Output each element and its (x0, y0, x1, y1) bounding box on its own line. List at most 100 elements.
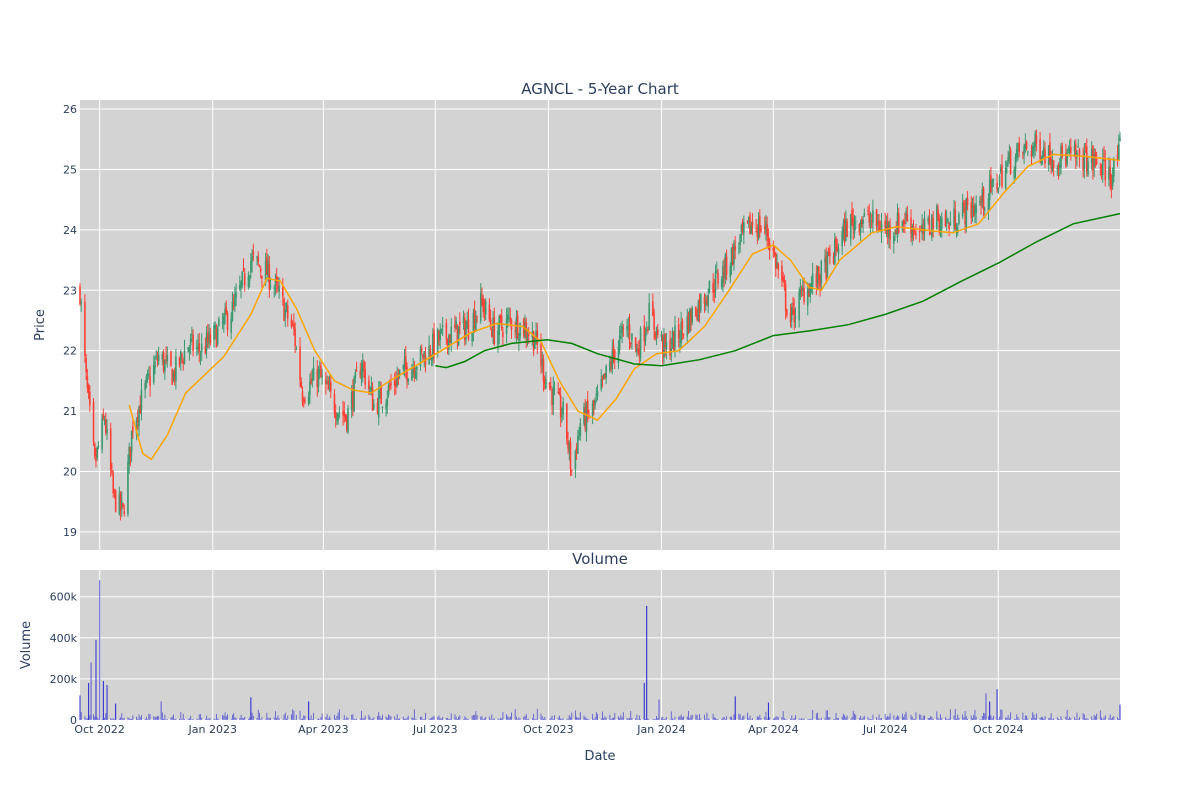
candle-up (386, 398, 389, 406)
candle-down (852, 217, 855, 230)
candle-down (397, 376, 400, 378)
candle-down (825, 255, 827, 280)
price-y-tick-label: 26 (63, 103, 77, 116)
candle-down (327, 381, 330, 390)
candle-up (869, 220, 872, 226)
candle-down (122, 503, 124, 507)
candle-down (343, 412, 346, 416)
candle-down (165, 356, 167, 358)
candle-up (328, 385, 331, 389)
candle-up (568, 442, 571, 452)
candle-up (379, 388, 381, 390)
candle-up (1108, 166, 1110, 179)
candle-down (438, 331, 440, 342)
candle-up (164, 359, 166, 372)
candle-up (218, 318, 220, 326)
candle-up (336, 418, 338, 421)
date-x-tick-label: Oct 2024 (973, 723, 1024, 736)
candle-down (1061, 145, 1064, 157)
candle-down (1009, 150, 1012, 174)
candle-down (482, 298, 485, 313)
candle-up (103, 419, 106, 421)
candle-down (454, 324, 456, 328)
candle-down (687, 313, 690, 333)
candle-up (816, 265, 819, 284)
candle-up (387, 384, 390, 395)
candle-up (189, 338, 192, 346)
candle-down (751, 221, 754, 227)
price-y-tick-label: 24 (63, 224, 77, 237)
candle-down (162, 352, 165, 371)
candle-down (725, 256, 728, 275)
price-plot-area[interactable] (80, 100, 1120, 550)
candle-down (111, 470, 113, 473)
candle-down (759, 215, 761, 234)
candle-up (224, 309, 226, 316)
candle-down (173, 370, 176, 381)
candle-down (393, 380, 396, 386)
candle-down (499, 315, 502, 319)
candle-down (380, 386, 382, 404)
candle-up (757, 218, 760, 239)
candle-down (867, 210, 869, 212)
candle-down (345, 415, 348, 430)
candle-up (130, 430, 133, 453)
candle-up (945, 219, 948, 223)
date-x-tick-label: Apr 2024 (748, 723, 799, 736)
candle-up (991, 180, 993, 188)
candle-up (1060, 145, 1062, 168)
candle-down (938, 218, 941, 233)
candle-down (320, 365, 322, 378)
candle-down (473, 309, 476, 329)
candle-down (459, 321, 461, 326)
candle-down (612, 345, 615, 355)
candle-up (183, 350, 186, 364)
candle-down (86, 376, 89, 388)
candle-down (601, 376, 604, 380)
candle-down (932, 217, 934, 229)
candle-down (102, 414, 105, 419)
candle-up (715, 270, 718, 273)
candle-down (861, 219, 863, 225)
candle-down (800, 288, 803, 291)
candle-down (406, 366, 408, 381)
candle-down (964, 206, 966, 225)
candle-down (713, 289, 716, 293)
candle-down (316, 369, 319, 388)
candle-down (540, 343, 542, 367)
candle-down (1116, 154, 1119, 161)
candle-up (256, 256, 258, 258)
candle-up (901, 220, 904, 231)
date-x-tick-label: Jan 2023 (188, 723, 237, 736)
candle-down (119, 492, 122, 511)
candle-up (369, 387, 371, 393)
candle-up (697, 301, 700, 321)
candle-down (301, 391, 304, 403)
candle-up (398, 369, 401, 376)
candle-up (1093, 154, 1095, 167)
candle-down (878, 221, 880, 231)
candle-up (940, 217, 943, 230)
volume-plot-area[interactable] (80, 570, 1120, 720)
candle-up (396, 376, 398, 386)
candle-down (827, 248, 830, 253)
candle-down (252, 251, 255, 255)
candle-up (497, 330, 499, 346)
candle-down (1035, 135, 1038, 144)
candle-down (329, 381, 332, 392)
price-axis-title: Price (33, 309, 48, 341)
candle-down (782, 276, 784, 282)
candle-up (720, 279, 723, 288)
candle-down (789, 312, 792, 322)
candle-up (743, 222, 745, 234)
candle-up (602, 374, 605, 379)
candle-down (299, 346, 301, 381)
candle-up (663, 334, 665, 358)
candle-down (215, 328, 218, 348)
price-y-tick-label: 25 (63, 163, 77, 176)
candle-up (620, 330, 622, 333)
candle-up (1023, 145, 1025, 156)
candle-down (756, 231, 759, 238)
candle-up (347, 408, 349, 433)
candle-down (637, 348, 639, 353)
